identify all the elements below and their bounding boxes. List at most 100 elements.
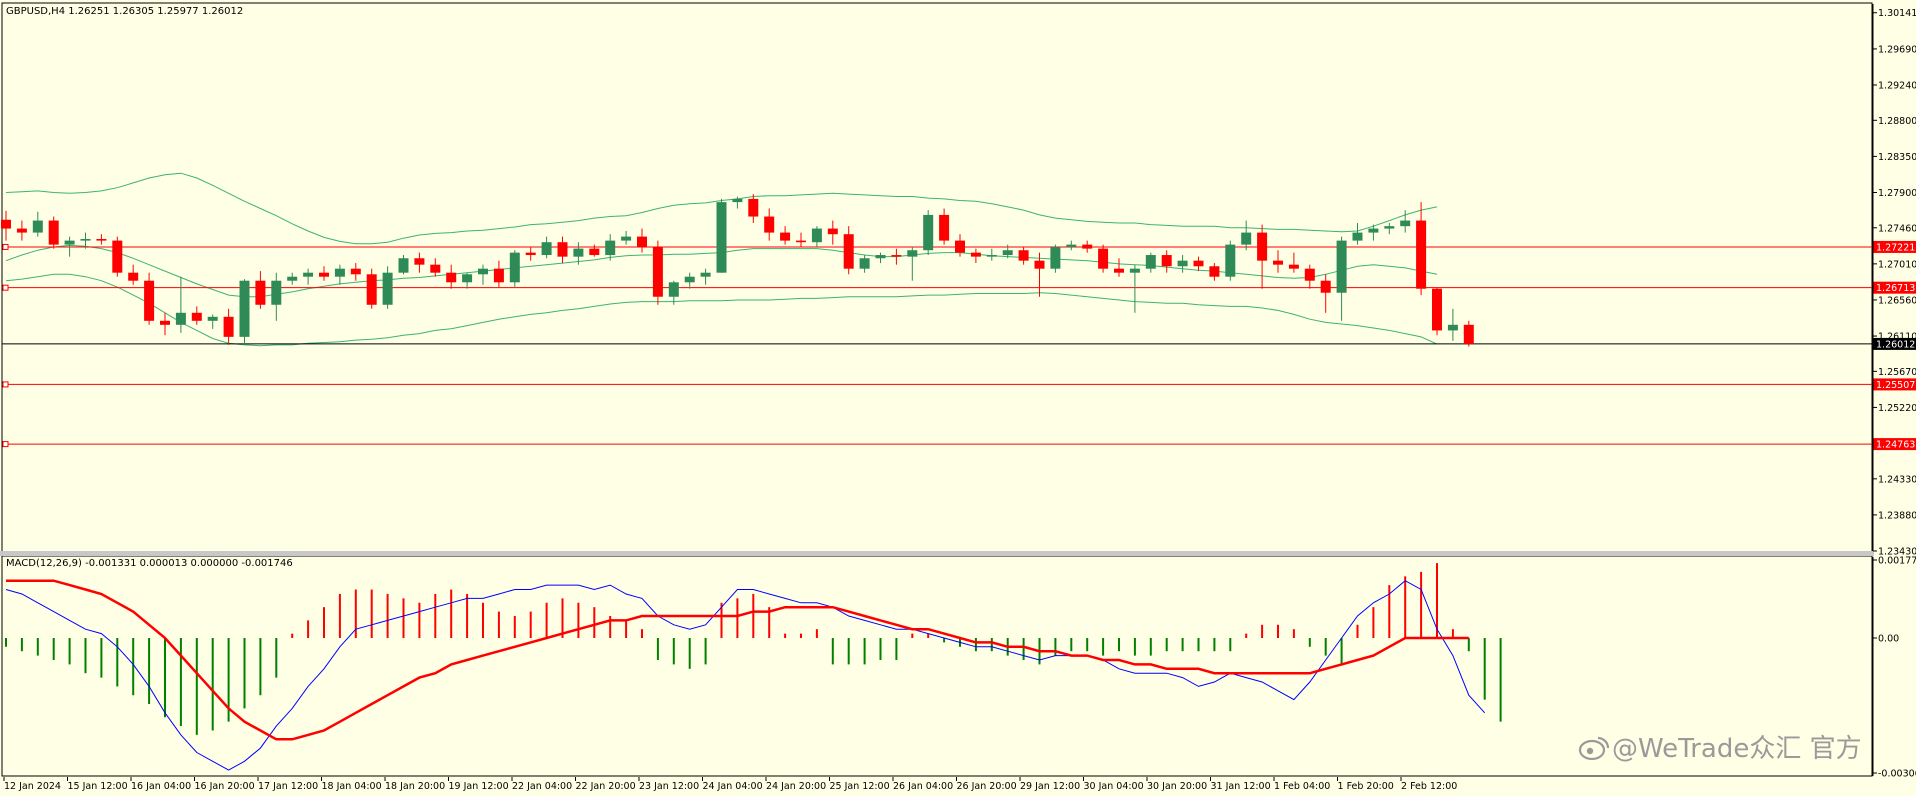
candle-body: [621, 236, 632, 241]
price-tick-label: 1.29240: [1878, 81, 1916, 92]
candle-body: [1432, 288, 1442, 331]
level-handle[interactable]: [2, 284, 9, 291]
time-tick-label: 16 Jan 20:00: [195, 781, 255, 792]
candle-body: [1416, 220, 1427, 289]
time-tick-label: 1 Feb 04:00: [1274, 781, 1330, 792]
weibo-logo-icon: [1578, 736, 1610, 761]
time-tick-label: 1 Feb 20:00: [1338, 781, 1394, 792]
candle-body: [32, 220, 43, 233]
time-tick-label: 26 Jan 20:00: [957, 781, 1017, 792]
time-tick-label: 15 Jan 12:00: [68, 781, 128, 792]
time-axis: 12 Jan 2024 15 Jan 12:00 16 Jan 04:00 16 Ja…: [3, 777, 1457, 792]
level-price-label: 1.26713: [1876, 283, 1915, 294]
candle-body: [1098, 248, 1109, 269]
time-tick-label: 24 Jan 04:00: [703, 781, 763, 792]
pane-separator[interactable]: [0, 551, 1874, 556]
candle-body: [350, 268, 361, 275]
candle-body: [1288, 264, 1299, 269]
candle-body: [462, 274, 473, 283]
candle-body: [446, 272, 457, 283]
price-tick-label: 1.25670: [1878, 367, 1916, 378]
watermark-text: @WeTrade众汇 官方: [1612, 734, 1862, 764]
candle-body: [287, 276, 298, 281]
time-tick-label: 22 Jan 04:00: [512, 781, 572, 792]
time-tick-label: 24 Jan 20:00: [766, 781, 826, 792]
macd-main-line: [5, 580, 1486, 771]
candle-body: [1114, 268, 1124, 273]
time-tick-label: 31 Jan 12:00: [1211, 781, 1271, 792]
candle-body: [112, 240, 123, 273]
time-tick-label: 30 Jan 20:00: [1147, 781, 1207, 792]
time-tick-label: 2 Feb 12:00: [1401, 781, 1457, 792]
candle-body: [923, 214, 934, 251]
candle-body: [525, 252, 536, 256]
candle-body: [1447, 324, 1458, 331]
level-handle[interactable]: [2, 243, 9, 250]
time-tick-label: 18 Jan 04:00: [322, 781, 382, 792]
candle-body: [398, 258, 409, 273]
level-price-badge: [1873, 438, 1916, 451]
candle-body: [637, 236, 647, 248]
candle-body: [1352, 232, 1363, 241]
level-price-badge: [1873, 240, 1916, 253]
candle-body: [16, 228, 27, 233]
time-tick-label: 17 Jan 12:00: [258, 781, 318, 792]
time-tick-label: 30 Jan 04:00: [1084, 781, 1144, 792]
candle-body: [827, 228, 838, 235]
macd-axis: 0.001771 0.00 -0.003066: [1872, 556, 1916, 780]
candle-body: [1257, 232, 1268, 261]
candle-body: [319, 272, 329, 277]
candle-body: [716, 202, 727, 273]
candle-body: [573, 248, 584, 257]
candle-body: [1463, 324, 1474, 345]
candle-body: [175, 312, 186, 325]
price-tick-label: 1.24330: [1878, 474, 1916, 485]
candle-body: [652, 247, 663, 297]
price-tick-label: 1.30141: [1878, 8, 1916, 19]
candle-body: [1002, 250, 1013, 256]
chart-header: GBPUSD,H4 1.26251 1.26305 1.25977 1.2601…: [6, 6, 243, 17]
candle-body: [780, 232, 791, 241]
level-handle[interactable]: [2, 441, 9, 448]
price-tick-label: 1.26560: [1878, 295, 1916, 306]
candle-body: [1304, 268, 1315, 281]
candle-body: [493, 268, 504, 283]
candle-body: [843, 234, 854, 269]
bollinger-lower: [5, 273, 1438, 347]
candle-body: [48, 220, 59, 245]
candle-body: [144, 280, 155, 321]
level-price-label: 1.25507: [1876, 380, 1915, 391]
price-tick-label: 1.23880: [1878, 510, 1916, 521]
macd-tick-label: 0.00: [1878, 633, 1899, 644]
candle-body: [875, 255, 886, 259]
candle-body: [160, 320, 170, 325]
time-tick-label: 16 Jan 04:00: [131, 781, 191, 792]
candle-body: [748, 198, 759, 217]
time-tick-label: 29 Jan 12:00: [1020, 781, 1080, 792]
candle-body: [700, 272, 711, 277]
level-price-badge: [1873, 337, 1916, 350]
macd-indicator: [5, 563, 1502, 771]
candle-body: [1241, 232, 1252, 245]
candle-body: [1, 219, 11, 229]
candle-body: [955, 240, 965, 253]
horizontal-levels[interactable]: 1.27221 1.26713 1.25507 1.24763 1.26012: [2, 240, 1916, 451]
candle-body: [207, 316, 218, 321]
level-price-badge: [1873, 378, 1916, 391]
level-handle[interactable]: [2, 381, 9, 388]
price-tick-label: 1.25220: [1878, 403, 1916, 414]
price-pane-frame: [1, 2, 1873, 553]
candle-body: [668, 282, 679, 297]
candle-body: [1193, 260, 1204, 267]
time-tick-label: 19 Jan 12:00: [449, 781, 509, 792]
candle-body: [80, 239, 91, 241]
level-price-badge: [1873, 281, 1916, 294]
price-axis: 1.30141 1.29690 1.29240 1.28800 1.28350 1.279…: [1872, 4, 1916, 558]
price-tick-label: 1.27900: [1878, 188, 1916, 199]
macd-tick-label: 0.001771: [1878, 556, 1916, 567]
candle-body: [589, 248, 600, 256]
candle-body: [1320, 280, 1331, 293]
candle-body: [303, 272, 314, 277]
